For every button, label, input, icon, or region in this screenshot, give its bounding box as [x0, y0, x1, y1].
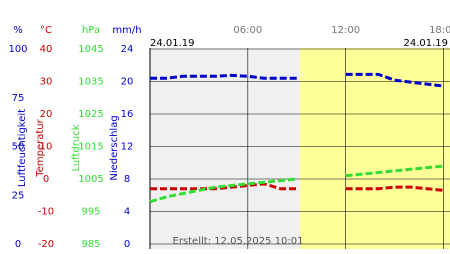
- y-tick-label: -10: [38, 207, 54, 218]
- y-tick-label: 1005: [78, 174, 103, 185]
- date-right: 24.01.19: [403, 38, 448, 49]
- y-tick-label: 20: [40, 109, 53, 120]
- data-line: [150, 182, 444, 192]
- date-left: 24.01.19: [150, 38, 195, 49]
- y-tick-label: 100: [8, 44, 27, 55]
- y-tick-label: 0: [43, 174, 49, 185]
- y-tick-label: 1015: [78, 142, 103, 153]
- axis-unit: hPa: [82, 25, 100, 36]
- y-tick-label: 75: [12, 93, 25, 104]
- x-tick-label: 06:00: [233, 25, 262, 36]
- y-tick-label: 50: [12, 142, 25, 153]
- x-tick-label: 12:00: [331, 25, 360, 36]
- y-tick-label: 10: [40, 142, 53, 153]
- y-tick-label: 25: [12, 190, 25, 201]
- x-tick-label: 18:00: [429, 25, 450, 36]
- data-line: [149, 164, 444, 204]
- y-tick-label: 20: [121, 77, 134, 88]
- y-tick-label: 0: [124, 239, 130, 250]
- axis-title: Luftfeuchtigkeit: [17, 109, 28, 187]
- y-tick-label: 24: [121, 44, 134, 55]
- day-background: [300, 48, 450, 249]
- y-tick-label: 1045: [78, 44, 103, 55]
- footer: Erstellt: 12.05.2025 10:01: [173, 236, 304, 247]
- y-tick-label: 4: [124, 207, 130, 218]
- axis-unit: mm/h: [112, 25, 141, 36]
- y-tick-label: 995: [81, 207, 100, 218]
- y-tick-label: 985: [81, 239, 100, 250]
- axis-title: Niederschlag: [109, 115, 120, 180]
- y-tick-label: 16: [121, 109, 134, 120]
- y-tick-label: -20: [38, 239, 54, 250]
- y-tick-label: 1025: [78, 109, 103, 120]
- y-tick-label: 1035: [78, 77, 103, 88]
- y-tick-label: 30: [40, 77, 53, 88]
- axis-unit: °C: [40, 25, 52, 36]
- axis-title: Luftdruck: [71, 124, 82, 171]
- data-line: [150, 72, 444, 88]
- y-tick-label: 8: [124, 174, 130, 185]
- y-tick-label: 12: [121, 142, 134, 153]
- axis-title: Temperatur: [35, 118, 46, 177]
- y-tick-label: 40: [40, 44, 53, 55]
- y-tick-label: 0: [15, 239, 21, 250]
- axis-unit: %: [13, 25, 23, 36]
